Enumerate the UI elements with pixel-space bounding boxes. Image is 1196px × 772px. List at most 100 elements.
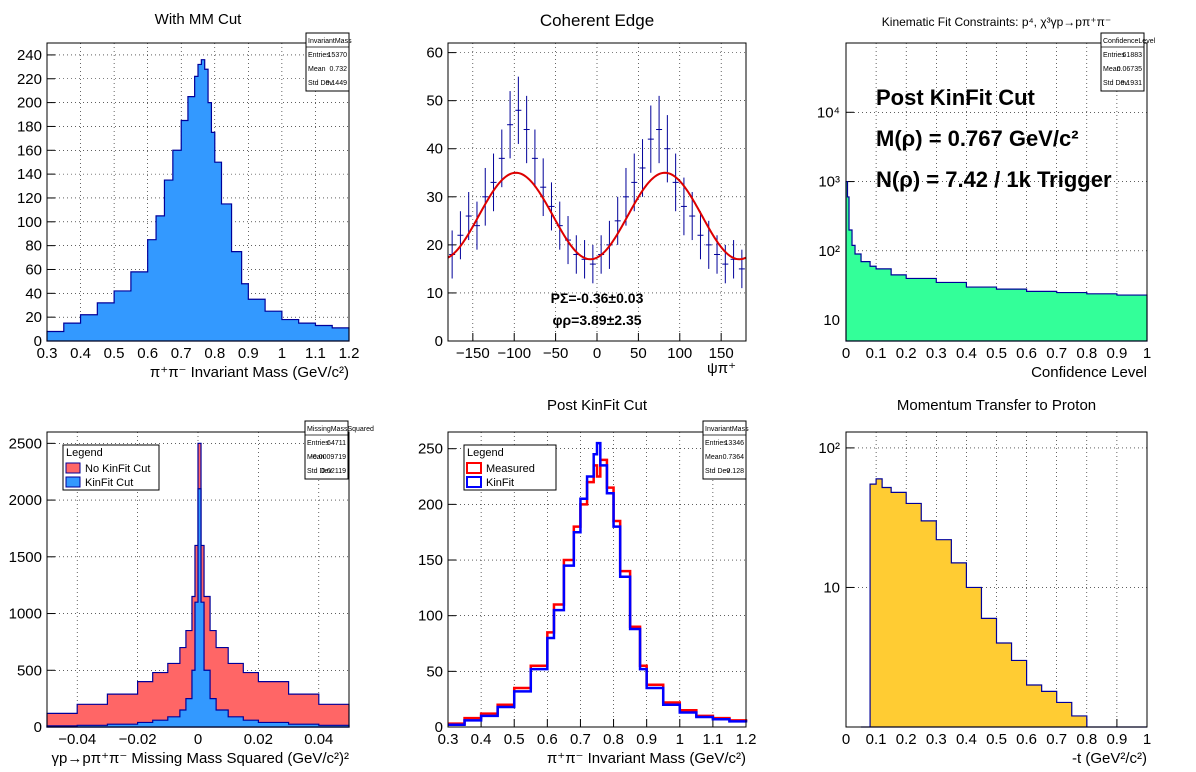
x-tick-label: 0.3 [37, 345, 58, 362]
x-tick-label: 0.7 [1046, 345, 1067, 362]
histogram-fill-series [861, 478, 1147, 728]
y-tick-label: 160 [17, 142, 42, 159]
stats-value: 61883 [1123, 52, 1143, 59]
stats-label: Mean [307, 454, 325, 461]
y-tick-label: 150 [418, 552, 443, 569]
x-tick-label: −0.04 [58, 731, 96, 748]
y-tick-label: 140 [17, 166, 42, 183]
x-tick-label: 0.6 [137, 345, 158, 362]
plot-frame [46, 42, 350, 342]
legend-swatch [466, 462, 482, 474]
x-tick-label: 0.1 [866, 345, 887, 362]
stats-frame [304, 420, 349, 480]
x-tick-label: 0.3 [438, 731, 459, 748]
legend-frame [463, 444, 557, 491]
x-tick-label: 0.9 [238, 345, 259, 362]
stats-value: 15370 [328, 52, 348, 59]
chart-title: Coherent Edge [540, 11, 654, 30]
stats-label: Std Dev [705, 468, 730, 475]
legend-swatch [65, 462, 81, 474]
stats-value: -0.0009719 [311, 454, 347, 461]
x-tick-label: 50 [630, 345, 647, 362]
x-tick-label: 0.2 [896, 731, 917, 748]
y-tick-label: 200 [418, 496, 443, 513]
y-tick-label: 2500 [9, 435, 42, 452]
x-tick-label: 1.2 [736, 731, 757, 748]
stats-value: 0.732 [329, 66, 347, 73]
x-tick-label: 1 [1143, 731, 1151, 748]
x-tick-label: 1 [676, 731, 684, 748]
plot-frame [845, 431, 1148, 728]
x-tick-label: 0 [593, 345, 601, 362]
stats-label: Entries [308, 52, 330, 59]
x-tick-label: −0.02 [119, 731, 157, 748]
x-tick-label: −150 [456, 345, 490, 362]
y-tick-label: 50 [426, 663, 443, 680]
histogram-fill-series [845, 180, 1148, 342]
x-tick-label: 0.5 [986, 345, 1007, 362]
x-tick-label: 150 [709, 345, 734, 362]
x-tick-label: 0.5 [104, 345, 125, 362]
y-tick-label: 20 [25, 309, 42, 326]
y-tick-label: 0 [34, 333, 42, 350]
legend-entry: Measured [486, 463, 535, 475]
legend-entry: No KinFit Cut [85, 463, 150, 475]
stats-label: Entries [1103, 52, 1125, 59]
y-tick-label: 240 [17, 47, 42, 64]
x-tick-label: 0.9 [1106, 345, 1127, 362]
plot-frame [447, 42, 747, 342]
x-axis-label: π⁺π⁻ Invariant Mass (GeV/c²) [547, 750, 746, 767]
stats-label: Std Dev [308, 80, 333, 87]
y-tick-label: 200 [17, 95, 42, 112]
x-tick-label: 0.8 [603, 731, 624, 748]
y-tick-label: 60 [25, 261, 42, 278]
fit-result-phi: φρ=3.89±2.35 [552, 312, 641, 328]
x-tick-label: 0.04 [304, 731, 333, 748]
x-tick-label: 0.9 [1106, 731, 1127, 748]
x-tick-label: −100 [497, 345, 531, 362]
x-tick-label: −50 [543, 345, 568, 362]
histogram-line-kinfit [448, 441, 748, 727]
y-tick-label: 10³ [818, 174, 840, 191]
legend-title: Legend [467, 447, 504, 459]
y-tick-label: 120 [17, 190, 42, 207]
legend-swatch [65, 476, 81, 488]
legend-swatch [466, 476, 482, 488]
stats-name: ConfidenceLevel [1103, 38, 1156, 45]
y-tick-label: 1000 [9, 606, 42, 623]
x-tick-label: 0.4 [471, 731, 492, 748]
stats-label: Entries [307, 440, 329, 447]
x-tick-label: 0.4 [956, 345, 977, 362]
annotation-text: N(ρ) = 7.42 / 1k Trigger [876, 167, 1112, 192]
y-tick-label: 100 [17, 214, 42, 231]
histogram-fill-kinfit-cut [46, 488, 350, 728]
stats-label: Mean [308, 66, 326, 73]
stats-value: 0.128 [726, 468, 744, 475]
chart-panel-p5: Post KinFit Cut 0.3 0.4 0.5 0.6 0.7 0.8 0.9 1 1.1… [418, 397, 756, 767]
y-tick-label: 10² [818, 440, 840, 457]
y-tick-label: 80 [25, 238, 42, 255]
x-axis-label: ψπ⁺ [707, 360, 736, 377]
fit-result-psigma: PΣ=-0.36±0.03 [551, 290, 644, 306]
y-tick-label: 0 [435, 719, 443, 736]
stats-value: 0.06735 [1117, 66, 1142, 73]
y-tick-label: 40 [426, 141, 443, 158]
stats-value: 0.1931 [1121, 80, 1143, 87]
x-tick-label: 0 [842, 731, 850, 748]
y-tick-label: 220 [17, 71, 42, 88]
chart-title: With MM Cut [155, 11, 243, 28]
chart-panel-p3: Kinematic Fit Constraints: p⁴, χ³γp→pπ⁺π… [817, 15, 1156, 381]
y-tick-label: 20 [426, 237, 443, 254]
y-tick-label: 10 [426, 285, 443, 302]
y-tick-label: 40 [25, 285, 42, 302]
chart-title: Momentum Transfer to Proton [897, 397, 1096, 414]
x-tick-label: 0.3 [926, 731, 947, 748]
fit-curve [447, 171, 747, 261]
x-tick-label: 0.2 [896, 345, 917, 362]
y-tick-label: 10 [823, 312, 840, 329]
x-tick-label: 0.7 [570, 731, 591, 748]
